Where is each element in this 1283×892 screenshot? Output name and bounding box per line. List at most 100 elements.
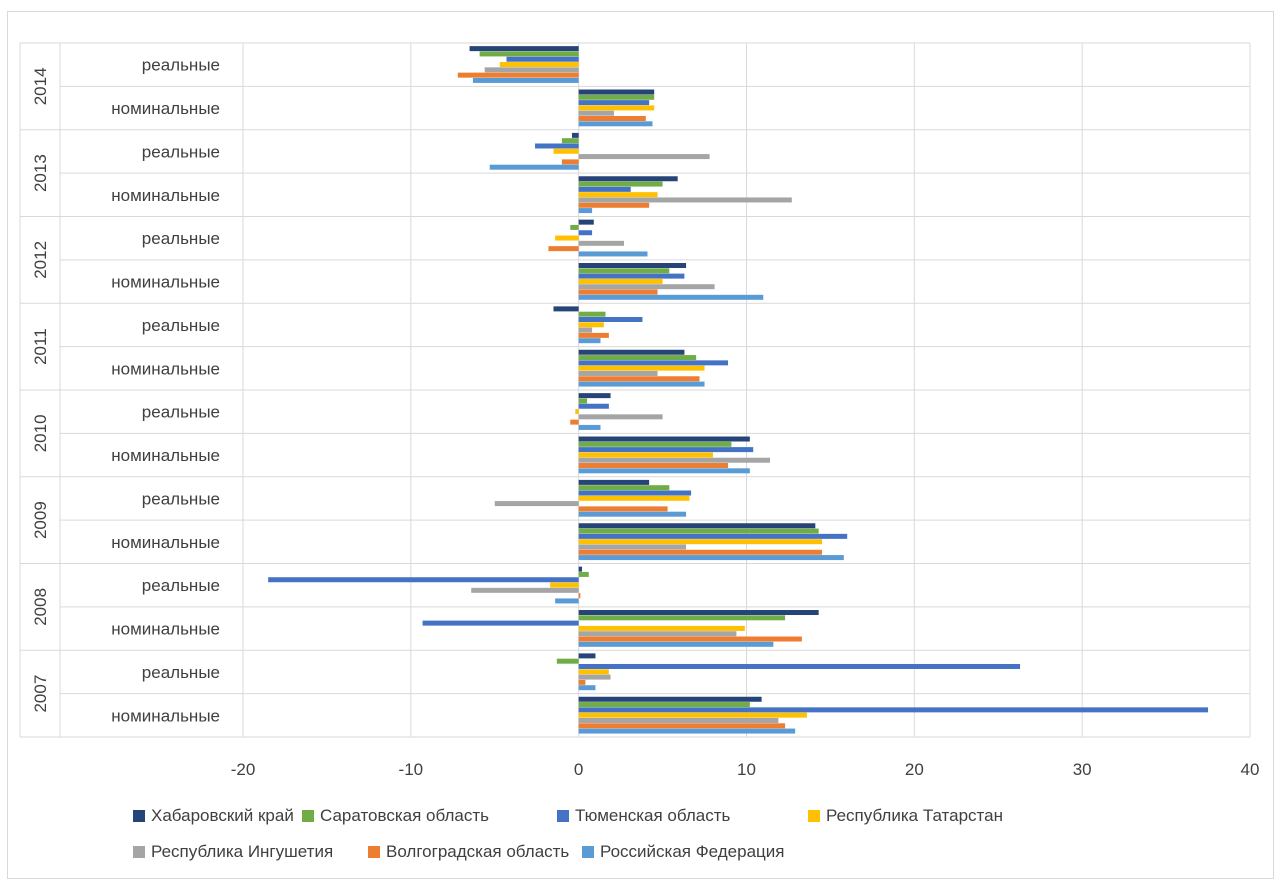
bar [578,674,611,680]
category-label: номинальные [111,186,220,205]
bar [578,278,663,284]
category-label: реальные [142,489,220,508]
bar [561,138,579,144]
bar [578,549,823,555]
bar [578,349,685,355]
bar [578,251,648,257]
category-label: реальные [142,663,220,682]
bar [494,501,579,507]
bar [550,582,579,588]
bar [578,121,653,127]
bar [555,235,579,241]
category-label: реальные [142,576,220,595]
bar [578,441,732,447]
bar [578,631,737,637]
category-label: реальные [142,316,220,335]
bar [578,94,655,100]
bar [489,164,579,170]
bar [578,636,802,642]
year-label: 2014 [31,67,50,105]
bar [578,327,593,333]
bar [578,403,609,409]
year-label: 2011 [31,328,50,365]
category-label: реальные [142,142,220,161]
bar [578,176,678,182]
bar [578,523,816,529]
bar [578,479,650,485]
bar [571,132,579,138]
bar [578,370,658,376]
bar [578,338,601,344]
bar [578,544,687,550]
bar [578,615,786,621]
category-label: номинальные [111,706,220,725]
bar [578,533,848,539]
bar [578,365,705,371]
bar [578,707,1209,713]
bar [578,593,581,599]
bar [578,376,700,382]
bar [578,398,588,404]
bar [578,273,685,279]
year-label: 2012 [31,241,50,279]
bar [578,728,796,734]
bar [472,77,579,83]
bar [578,294,764,300]
bar [578,393,611,399]
bar [479,51,579,57]
bar [578,110,614,116]
bar [578,181,663,187]
bar [578,447,754,453]
bar [578,571,589,577]
category-label: номинальные [111,620,220,639]
category-label: номинальные [111,446,220,465]
category-label: номинальные [111,359,220,378]
bar [578,485,670,491]
category-label: номинальные [111,533,220,552]
bar [553,148,579,154]
bar [553,306,579,312]
bar [578,669,609,675]
bar [535,143,579,149]
x-tick-label: 20 [905,760,924,779]
bar [578,555,844,561]
bar [578,717,779,723]
year-label: 2008 [31,588,50,626]
bar [578,641,774,647]
bar [469,46,579,52]
bar [457,72,579,78]
category-label: номинальные [111,273,220,292]
bar [578,696,762,702]
year-label: 2013 [31,154,50,192]
category-label: номинальные [111,99,220,118]
bar [578,311,606,317]
bar [578,511,687,517]
x-tick-label: -10 [399,760,424,779]
bar [555,598,579,604]
x-tick-label: 0 [574,760,583,779]
bar [422,620,579,626]
bar [578,539,823,545]
bar [578,468,750,474]
bar [578,381,705,387]
x-tick-label: 30 [1073,760,1092,779]
bar [578,322,604,328]
bar [578,89,655,95]
bar [575,409,579,415]
category-label: реальные [142,229,220,248]
bar [578,316,643,322]
bar [578,495,690,501]
bar [578,712,807,718]
bar [578,610,819,616]
bar [578,457,770,463]
bar [578,230,593,236]
bar [578,463,729,469]
bar [578,452,713,458]
bar [578,197,792,203]
bar [578,625,745,631]
bar [578,192,658,198]
x-tick-label: -20 [231,760,256,779]
bar [578,289,658,295]
bar [578,685,596,691]
